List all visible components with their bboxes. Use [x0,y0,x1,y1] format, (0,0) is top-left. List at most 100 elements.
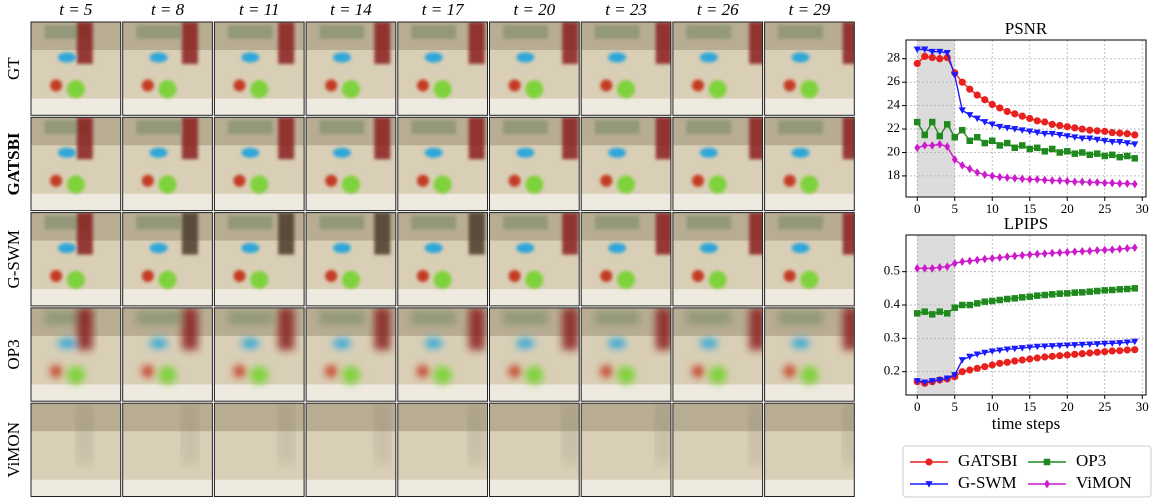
image-cell [306,22,396,115]
objects [182,403,198,464]
cell-content [765,22,859,115]
object-green [342,366,360,384]
cell-content [490,308,580,401]
cell-content [306,308,396,401]
object-green [617,271,635,289]
image-cell [214,117,304,210]
y-tick-label: 20 [887,143,900,158]
object-red [142,270,154,282]
table-edge [581,194,671,211]
cell-content [214,117,304,210]
charts: 051015202530182022242628PSNR051015202530… [884,19,1151,497]
image-cell [765,308,859,401]
marker [1079,350,1086,357]
object-red [417,270,429,282]
marker [989,101,996,108]
cell-content [398,213,488,306]
object-red [417,79,429,91]
robot-arm [374,22,390,64]
robot-arm [843,22,859,64]
object-blue [791,338,809,348]
table-edge [123,289,213,306]
object-top [595,216,640,230]
object-red [509,270,521,282]
robot-arm [843,213,859,255]
marker [1109,347,1116,354]
object-red [784,270,796,282]
object-green [800,366,818,384]
marker [914,310,920,316]
marker [1011,357,1018,364]
objects [656,403,672,464]
object-green [525,175,543,193]
legend-label: ViMON [1076,473,1132,492]
object-green [434,175,452,193]
cell-content [581,117,672,210]
image-cell [306,403,396,496]
object-blue [333,338,351,348]
table-edge [31,480,121,497]
marker [989,298,995,304]
marker [1064,351,1071,358]
marker [1049,353,1056,360]
image-cell [581,308,672,401]
object-red [325,175,337,187]
x-axis-label: time steps [992,414,1060,433]
object-top [228,25,273,39]
table-edge [490,99,580,116]
marker [1004,140,1010,146]
image-cell [581,117,672,210]
table-edge [123,194,213,211]
cell-content [673,22,765,115]
object-blue [425,52,443,62]
robot-arm [182,213,198,255]
marker [1117,286,1123,292]
x-tick-label: 10 [986,399,999,414]
x-tick-label: 20 [1061,399,1074,414]
table-edge [581,384,671,401]
row-label: GATSBI [4,132,23,195]
robot-arm [656,22,672,64]
object-blue [608,148,626,158]
y-tick-label: 0.5 [884,263,900,278]
cell-content [673,308,765,401]
image-cell [673,213,765,306]
wall [31,403,121,431]
table-edge [31,384,121,401]
table-edge [398,384,488,401]
object-blue [333,52,351,62]
marker [959,302,965,308]
object-top [778,216,823,230]
object-red [692,79,704,91]
robot-arm [562,213,578,255]
table-edge [673,384,763,401]
object-green [617,80,635,98]
object-red [142,365,154,377]
column-label: t = 23 [605,0,647,19]
marker [1079,149,1085,155]
legend-label: OP3 [1076,451,1106,470]
table-edge [306,289,396,306]
table-edge [214,480,304,497]
cell-content [214,403,304,496]
marker [982,298,988,304]
cell-content [765,213,859,306]
object-green [434,366,452,384]
image-cell [31,117,121,210]
column-label: t = 20 [513,0,555,19]
marker [1094,288,1100,294]
cell-content [765,403,859,496]
chart-title: LPIPS [1004,214,1048,233]
table-edge [490,384,580,401]
wall [123,403,213,431]
table-edge [306,99,396,116]
object-red [325,365,337,377]
object-green [342,271,360,289]
object-green [617,175,635,193]
robot-arm [843,117,859,159]
object-blue [150,243,168,253]
object-blue [425,243,443,253]
object-green [800,175,818,193]
marker [1102,287,1108,293]
column-label: t = 29 [789,0,831,19]
